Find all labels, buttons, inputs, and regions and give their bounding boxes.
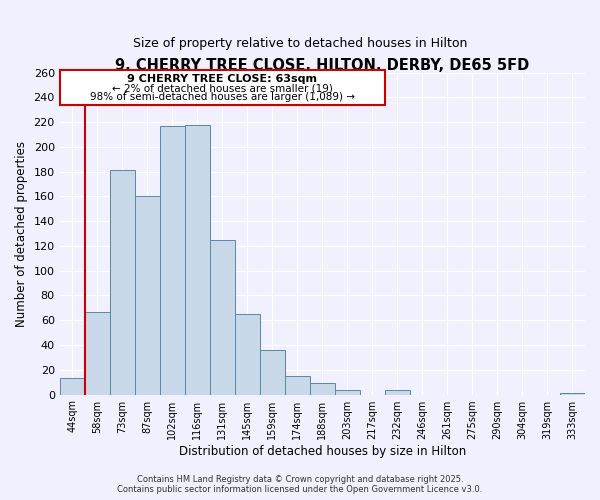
Bar bbox=[335, 390, 360, 394]
Bar bbox=[210, 240, 235, 394]
Bar bbox=[260, 350, 285, 395]
Text: 9 CHERRY TREE CLOSE: 63sqm: 9 CHERRY TREE CLOSE: 63sqm bbox=[127, 74, 317, 84]
Text: 98% of semi-detached houses are larger (1,089) →: 98% of semi-detached houses are larger (… bbox=[90, 92, 355, 102]
Bar bbox=[185, 124, 210, 394]
Bar bbox=[235, 314, 260, 394]
Bar bbox=[310, 384, 335, 394]
Text: Size of property relative to detached houses in Hilton: Size of property relative to detached ho… bbox=[133, 38, 467, 51]
Bar bbox=[85, 312, 110, 394]
Bar bbox=[135, 196, 160, 394]
Y-axis label: Number of detached properties: Number of detached properties bbox=[15, 140, 28, 326]
Text: Contains HM Land Registry data © Crown copyright and database right 2025.
Contai: Contains HM Land Registry data © Crown c… bbox=[118, 474, 482, 494]
Text: ← 2% of detached houses are smaller (19): ← 2% of detached houses are smaller (19) bbox=[112, 84, 333, 94]
Bar bbox=[160, 126, 185, 394]
Title: 9, CHERRY TREE CLOSE, HILTON, DERBY, DE65 5FD: 9, CHERRY TREE CLOSE, HILTON, DERBY, DE6… bbox=[115, 58, 529, 72]
Bar bbox=[285, 376, 310, 394]
Bar bbox=[110, 170, 135, 394]
Bar bbox=[385, 390, 410, 394]
FancyBboxPatch shape bbox=[59, 70, 385, 104]
Bar bbox=[59, 378, 85, 394]
X-axis label: Distribution of detached houses by size in Hilton: Distribution of detached houses by size … bbox=[179, 444, 466, 458]
